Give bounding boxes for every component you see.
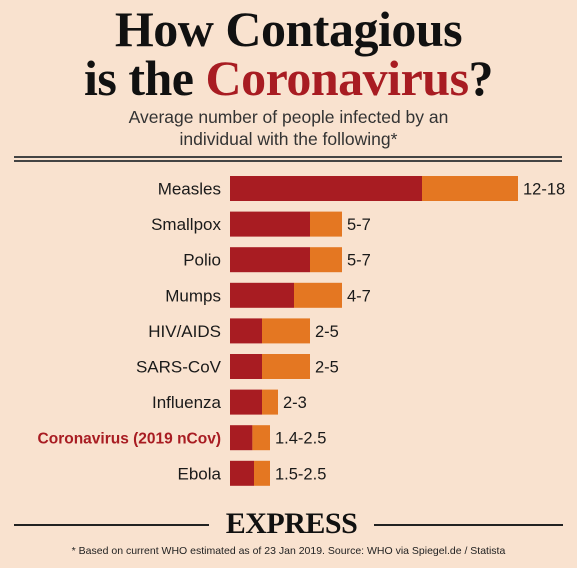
data-label-hiv-aids: 2-5 [315,323,339,341]
bar-low-hiv-aids [230,318,262,344]
category-label-smallpox: Smallpox [151,215,221,234]
bar-low-mumps [230,282,294,308]
data-label-influenza: 2-3 [283,394,307,412]
bar-low-ebola [230,460,254,486]
bar-low-smallpox [230,211,310,237]
bar-range-influenza [262,389,278,415]
bar-range-hiv-aids [262,318,310,344]
bar-low-measles [230,176,422,201]
bar-low-influenza [230,389,262,415]
category-label-sars-cov: SARS-CoV [136,358,222,377]
subtitle-line-1: Average number of people infected by an [128,107,449,127]
category-label-ebola: Ebola [178,464,222,483]
category-label-polio: Polio [183,251,221,270]
header-rule-top [14,156,562,158]
bar-range-smallpox [310,211,342,237]
data-label-sars-cov: 2-5 [315,359,339,377]
bar-low-coronavirus-2019-ncov [230,425,253,451]
category-label-hiv-aids: HIV/AIDS [148,322,221,341]
title-suffix: ? [468,50,494,106]
data-label-coronavirus-2019-ncov: 1.4-2.5 [275,430,326,448]
brand-logo: EXPRESS [225,507,358,540]
title-prefix: is the [83,50,206,106]
header-rule-bottom [14,160,562,162]
bar-low-polio [230,247,310,273]
bar-range-measles [422,176,518,201]
bar-range-mumps [294,282,342,308]
bar-range-ebola [254,460,270,486]
data-label-measles: 12-18 [523,181,565,199]
data-label-mumps: 4-7 [347,287,371,305]
category-label-coronavirus-2019-ncov: Coronavirus (2019 nCov) [38,431,221,448]
data-label-polio: 5-7 [347,252,371,270]
title-line-1: How Contagious [114,1,463,57]
title-line-2: is the Coronavirus? [0,53,577,103]
bar-range-polio [310,247,342,273]
footer-rule-right [374,524,563,526]
bar-low-sars-cov [230,354,262,379]
footnote: * Based on current WHO estimated as of 2… [71,545,506,557]
footer-rule-left [14,524,209,526]
data-label-smallpox: 5-7 [347,216,371,234]
category-label-mumps: Mumps [165,286,221,305]
title-accent: Coronavirus [205,50,469,106]
category-label-influenza: Influenza [152,393,222,412]
data-label-ebola: 1.5-2.5 [275,465,326,483]
bar-range-sars-cov [262,354,310,379]
subtitle-line-2: individual with the following* [179,129,398,149]
bar-range-coronavirus-2019-ncov [252,425,270,451]
category-label-measles: Measles [158,180,221,199]
